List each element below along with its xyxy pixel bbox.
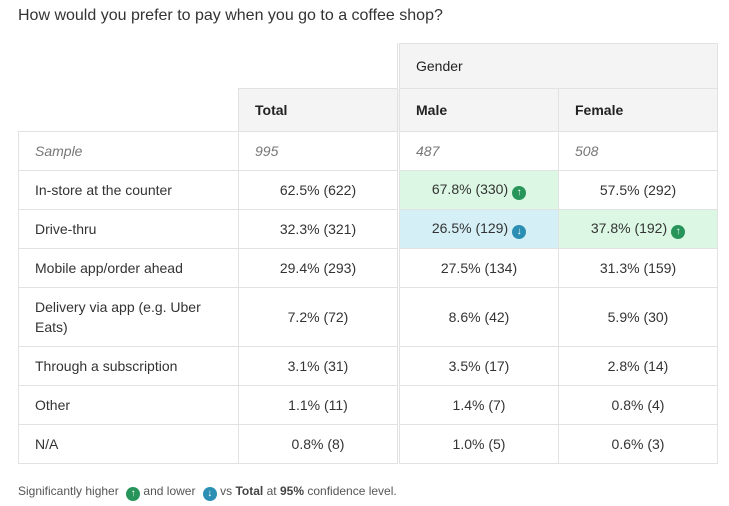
table-row: Delivery via app (e.g. Uber Eats) 7.2% (7… (18, 287, 718, 347)
table-row: Through a subscription 3.1% (31) 3.5% (17)… (18, 346, 718, 386)
cell-value: 32.3% (321) (279, 221, 357, 237)
cell-total: 62.5% (622) (238, 170, 399, 210)
arrow-up-icon: ↑ (671, 224, 686, 239)
arrow-down-icon: ↓ (202, 487, 217, 501)
table-row: Other 1.1% (11) 1.4% (7) 0.8% (4) (18, 385, 718, 425)
row-label: Mobile app/order ahead (18, 248, 239, 288)
cell-female: 0.6% (3) (558, 424, 718, 464)
sample-female: 508 (558, 131, 718, 171)
row-label: Drive-thru (18, 209, 239, 249)
cell-value: 37.8% (192) (590, 219, 668, 236)
cell-total: 1.1% (11) (238, 385, 399, 425)
table-row: In-store at the counter 62.5% (622) 67.8% … (18, 170, 718, 210)
cell-female: 5.9% (30) (558, 287, 718, 347)
legend-text: and lower (143, 484, 196, 498)
cell-value: 2.8% (14) (607, 358, 669, 374)
row-label: Sample (18, 131, 239, 171)
cell-value: 31.3% (159) (599, 260, 677, 276)
sample-total: 995 (238, 131, 399, 171)
cell-value: 0.8% (4) (611, 397, 665, 413)
cell-female: 2.8% (14) (558, 346, 718, 386)
cell-value: 5.9% (30) (607, 309, 669, 325)
table-row: Drive-thru 32.3% (321) 26.5% (129) ↓ 37.8% (… (18, 209, 718, 249)
crosstab-table: Gender Total Male Female Sample 995 487 … (18, 43, 718, 464)
empty-corner (18, 88, 239, 132)
arrow-down-icon: ↓ (512, 224, 527, 239)
cell-value: 1.4% (7) (452, 397, 506, 413)
cell-value: 27.5% (134) (440, 260, 518, 276)
group-header-gender: Gender (397, 43, 718, 89)
legend-text: confidence level. (307, 484, 397, 498)
legend-text: at (266, 484, 277, 498)
cell-total: 32.3% (321) (238, 209, 399, 249)
cell-value: 3.5% (17) (448, 358, 510, 374)
cell-value: 3.1% (31) (287, 358, 349, 374)
row-label: Delivery via app (e.g. Uber Eats) (18, 287, 239, 347)
cell-female: 57.5% (292) (558, 170, 718, 210)
cell-value: 67.8% (330) (431, 180, 509, 197)
legend-text: 95% (279, 484, 304, 498)
legend-text: Total (235, 484, 264, 498)
cell-value: 7.2% (72) (287, 309, 349, 325)
cell-total: 3.1% (31) (238, 346, 399, 386)
cell-value: 0.6% (3) (611, 436, 665, 452)
cell-male: 3.5% (17) (397, 346, 559, 386)
cell-male: 8.6% (42) (397, 287, 559, 347)
row-label: Through a subscription (18, 346, 239, 386)
row-label: N/A (18, 424, 239, 464)
cell-male: 1.0% (5) (397, 424, 559, 464)
cell-male: 67.8% (330) ↑ (397, 170, 559, 210)
significance-legend: Significantly higher ↑ and lower ↓ vs To… (18, 484, 397, 501)
col-header-female: Female (558, 88, 718, 132)
cell-value: 0.8% (8) (291, 436, 345, 452)
cell-value: 26.5% (129) (431, 219, 509, 236)
cell-value: 1.1% (11) (288, 397, 348, 413)
table-row: N/A 0.8% (8) 1.0% (5) 0.6% (3) (18, 424, 718, 464)
col-header-male: Male (397, 88, 559, 132)
table-row: Mobile app/order ahead 29.4% (293) 27.5% (… (18, 248, 718, 288)
cell-total: 29.4% (293) (238, 248, 399, 288)
cell-male: 1.4% (7) (397, 385, 559, 425)
cell-value: 62.5% (622) (279, 182, 357, 198)
cell-value: 1.0% (5) (452, 436, 506, 452)
row-label: In-store at the counter (18, 170, 239, 210)
cell-female: 31.3% (159) (558, 248, 718, 288)
question-title: How would you prefer to pay when you go … (18, 7, 443, 24)
legend-text: Significantly higher (18, 484, 119, 498)
cell-female: 0.8% (4) (558, 385, 718, 425)
arrow-up-icon: ↑ (512, 185, 527, 200)
arrow-up-icon: ↑ (126, 487, 141, 501)
cell-female: 37.8% (192) ↑ (558, 209, 718, 249)
row-label: Other (18, 385, 239, 425)
sample-row: Sample 995 487 508 (18, 131, 718, 171)
cell-value: 29.4% (293) (279, 260, 357, 276)
cell-value: 8.6% (42) (448, 309, 510, 325)
cell-male: 27.5% (134) (397, 248, 559, 288)
empty-corner (18, 43, 399, 89)
cell-total: 7.2% (72) (238, 287, 399, 347)
cell-total: 0.8% (8) (238, 424, 399, 464)
cell-value: 57.5% (292) (599, 182, 677, 198)
col-header-total: Total (238, 88, 399, 132)
cell-male: 26.5% (129) ↓ (397, 209, 559, 249)
sample-male: 487 (397, 131, 559, 171)
legend-text: vs (220, 484, 233, 498)
